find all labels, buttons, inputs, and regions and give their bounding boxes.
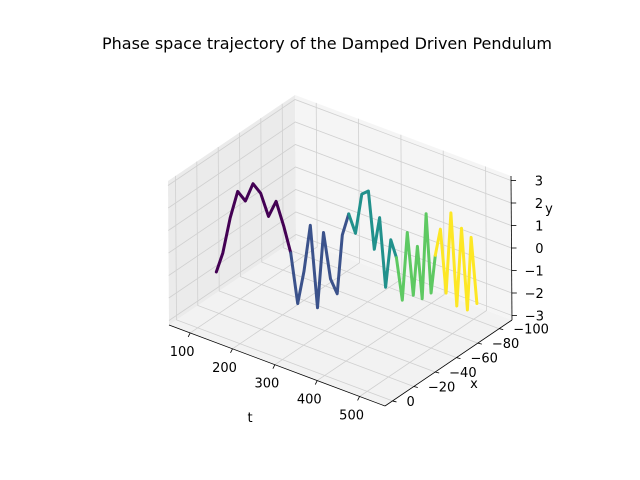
t-axis-label: t: [247, 411, 252, 426]
grid-line-y: [168, 189, 512, 276]
y-axis-label: y: [545, 202, 553, 217]
t-tick: [187, 332, 191, 338]
grid-line-y: [168, 234, 513, 321]
trajectory: [214, 182, 479, 312]
trajectory-segment: [347, 189, 398, 289]
t-tick-label: 200: [212, 361, 237, 376]
y-tick-label: −3: [525, 310, 544, 325]
grid-line-t: [232, 118, 360, 350]
x-axis-label: x: [470, 377, 478, 392]
grid-line-y: [168, 211, 512, 299]
trajectory-segment: [289, 212, 351, 310]
grid-line-x: [217, 146, 436, 373]
x-tick-label: 0: [406, 395, 414, 410]
grid-line-t: [359, 166, 488, 397]
x-axis-line: [384, 319, 513, 407]
grid-line-x: [196, 161, 414, 387]
grid-line-x: [281, 103, 500, 330]
grid-line-x: [260, 118, 478, 344]
trajectory-segment: [394, 212, 437, 302]
grid-line-t: [274, 134, 403, 366]
x-tick-label: −60: [471, 352, 498, 367]
trajectory-segment: [214, 182, 293, 274]
grid-line-y: [167, 121, 512, 209]
x-tick-label: −80: [492, 337, 519, 352]
x-tick-label: −40: [449, 366, 476, 381]
grid-line-t: [316, 150, 445, 381]
t-tick: [314, 380, 318, 385]
floor-pane: [169, 239, 512, 406]
x-tick: [435, 371, 440, 374]
t-tick-label: 500: [339, 408, 364, 423]
y-tick-label: −1: [524, 265, 543, 280]
grid-line-x: [239, 132, 457, 358]
x-tick: [392, 400, 397, 403]
y-tick-label: 1: [535, 220, 543, 235]
t-tick-label: 300: [254, 377, 279, 392]
grid-line-y: [168, 144, 512, 231]
x-tick: [477, 342, 482, 345]
trajectory-segment: [433, 211, 479, 312]
x-tick-label: −100: [513, 323, 549, 338]
t-tick: [272, 364, 276, 369]
x-tick: [456, 357, 461, 359]
grid-line-x: [175, 175, 393, 402]
grid-line-t: [189, 102, 318, 334]
grid-line-y: [167, 99, 512, 186]
t-axis-line: [168, 324, 386, 407]
t-tick: [357, 396, 360, 401]
t-tick: [230, 348, 233, 354]
grid-lines: [167, 99, 513, 402]
x-tick: [413, 386, 418, 388]
t-tick-label: 100: [170, 345, 195, 360]
tick-labels: 100 200 300 400 500 0 −20−40−60−80−100 3 2 1 0 −1 −2…: [170, 175, 549, 424]
t-tick-label: 400: [297, 393, 322, 408]
x-tick: [499, 328, 504, 331]
x-tick-label: −20: [428, 380, 455, 395]
y-tick-label: 2: [535, 197, 543, 212]
y-tick-label: 0: [535, 242, 543, 257]
grid-line-y: [168, 166, 512, 254]
y-tick-label: 3: [535, 175, 543, 190]
y-tick-label: −2: [525, 287, 544, 302]
chart-title: Phase space trajectory of the Damped Dri…: [102, 34, 552, 53]
